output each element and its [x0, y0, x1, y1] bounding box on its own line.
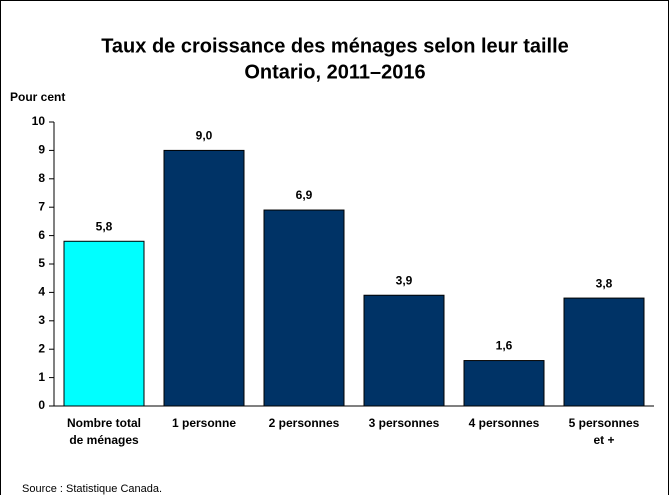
- x-tick-label: Nombre total de ménages: [67, 416, 141, 447]
- y-tick-label: 4: [38, 285, 45, 299]
- bar: [463, 360, 545, 407]
- bar: [263, 209, 345, 407]
- y-axis-label: Pour cent: [10, 90, 65, 104]
- value-label: 3,9: [396, 273, 413, 287]
- x-tick-label: 3 personnes: [369, 416, 440, 430]
- y-tick-label: 2: [38, 341, 45, 355]
- y-tick-label: 1: [38, 370, 45, 384]
- chart-subtitle: Ontario, 2011–2016: [244, 61, 425, 83]
- x-tick-label: 1 personne: [172, 416, 236, 430]
- bar: [63, 240, 145, 407]
- y-tick-label: 5: [38, 256, 45, 270]
- y-tick-label: 0: [38, 398, 45, 412]
- source: Source : Statistique Canada.: [22, 483, 162, 495]
- value-label: 6,9: [296, 188, 313, 202]
- value-label: 9,0: [196, 129, 213, 143]
- x-tick-label: 2 personnes: [269, 416, 340, 430]
- bar: [163, 149, 245, 407]
- y-tick-label: 7: [38, 199, 45, 213]
- bar: [563, 297, 645, 407]
- x-tick-label: 5 personnes et +: [569, 416, 640, 447]
- y-tick-label: 3: [38, 313, 45, 327]
- y-tick-label: 9: [38, 143, 45, 157]
- y-tick-label: 8: [38, 171, 45, 185]
- value-label: 5,8: [96, 219, 113, 233]
- value-label: 1,6: [496, 339, 513, 353]
- x-tick-label: 4 personnes: [469, 416, 540, 430]
- chart-title: Taux de croissance des ménages selon leu…: [101, 35, 569, 57]
- y-tick-label: 10: [32, 114, 46, 128]
- bar: [363, 294, 445, 407]
- value-label: 3,8: [596, 276, 613, 290]
- y-tick-label: 6: [38, 228, 45, 242]
